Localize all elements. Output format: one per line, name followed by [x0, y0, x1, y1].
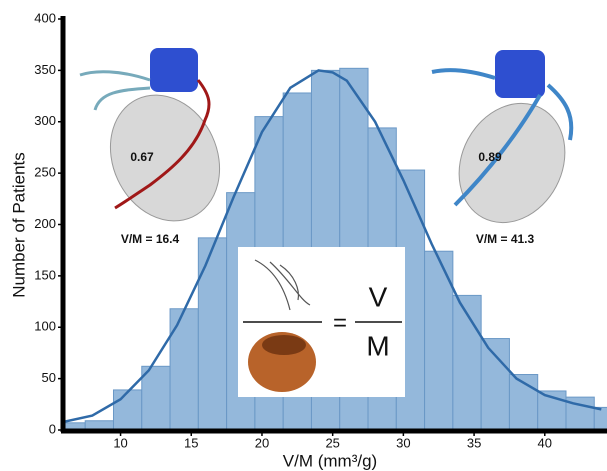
bar — [112, 389, 143, 430]
fit-curve — [64, 69, 602, 424]
vessel — [114, 79, 211, 210]
myocardium-cavity — [262, 335, 306, 355]
x-tick-label: 30 — [396, 435, 410, 450]
annotation: 0.67 — [130, 150, 154, 164]
illustrations — [79, 48, 574, 397]
y-tick-label: 0 — [49, 421, 56, 436]
annotation: = — [333, 309, 347, 336]
x-axis-label: V/M (mm³/g) — [283, 451, 377, 470]
bar — [169, 308, 199, 430]
y-tick-label: 300 — [34, 113, 56, 128]
aorta-left — [150, 48, 198, 92]
aorta-right — [495, 50, 545, 98]
bar — [197, 237, 228, 430]
x-tick-label: 15 — [184, 435, 198, 450]
bar — [141, 365, 171, 430]
bar — [508, 374, 539, 430]
y-axis-label: Number of Patients — [9, 152, 28, 298]
vessel — [79, 70, 151, 111]
y-tick-label: 150 — [34, 267, 56, 282]
y-tick-label: 250 — [34, 165, 56, 180]
heart-left — [109, 94, 221, 222]
y-tick-label: 50 — [42, 370, 56, 385]
x-tick-label: 20 — [255, 435, 269, 450]
y-tick-label: 100 — [34, 319, 56, 334]
x-tick-label: 25 — [325, 435, 339, 450]
heart-right — [458, 102, 566, 224]
bar — [593, 406, 607, 430]
x-tick-label: 35 — [467, 435, 481, 450]
vessel-sketch — [254, 259, 311, 311]
axes — [58, 16, 607, 436]
bar — [452, 294, 482, 430]
x-tick-label: 10 — [113, 435, 127, 450]
y-tick-label: 200 — [34, 216, 56, 231]
y-tick-label: 400 — [34, 10, 56, 25]
vessel — [431, 68, 574, 207]
annotation: V/M = 41.3 — [476, 232, 535, 246]
annotation: V — [369, 281, 388, 312]
annotation: M — [366, 330, 389, 361]
x-tick-label: 40 — [538, 435, 552, 450]
bar — [480, 338, 510, 430]
annotation: 0.89 — [478, 150, 502, 164]
annotation: V/M = 16.4 — [121, 232, 180, 246]
y-tick-label: 350 — [34, 62, 56, 77]
